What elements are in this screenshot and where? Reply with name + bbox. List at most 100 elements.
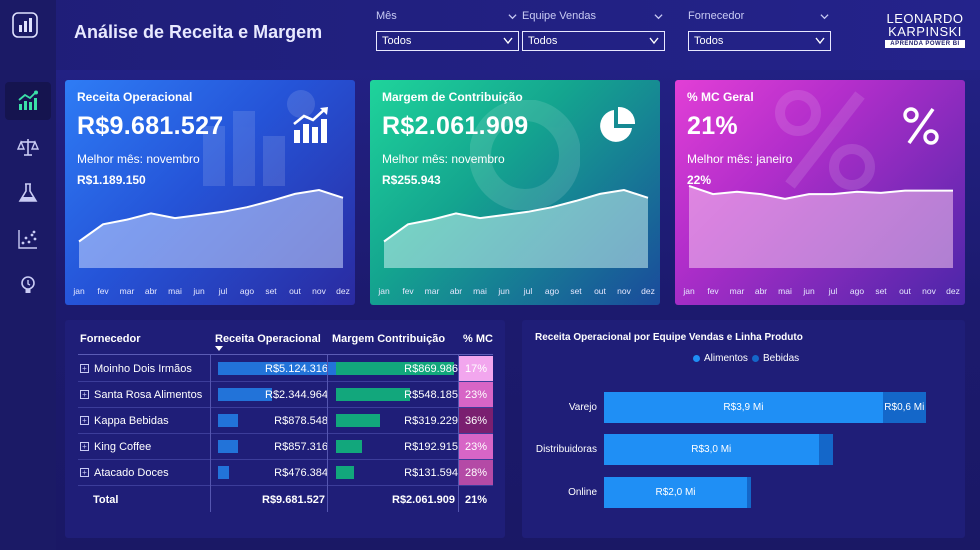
sidebar-item-balance[interactable] [5, 128, 51, 166]
legend-item-bebidas[interactable]: Bebidas [752, 353, 799, 364]
pct-cell: 17% [459, 356, 493, 381]
table-header-margem[interactable]: Margem Contribuição [332, 333, 446, 345]
supplier-name: Santa Rosa Alimentos [94, 389, 203, 401]
kpi-best-value: R$1.189.150 [77, 173, 146, 187]
brand-line1: LEONARDO [886, 11, 964, 26]
month-tick-label: dez [336, 286, 350, 296]
expand-icon[interactable]: + [80, 364, 89, 373]
filter-label: Mês [376, 10, 397, 22]
expand-icon[interactable]: + [80, 442, 89, 451]
receita-value: R$2.344.964 [265, 389, 328, 401]
sort-desc-icon[interactable] [215, 346, 223, 351]
filter-value: Todos [528, 35, 558, 47]
chevron-down-icon[interactable] [654, 12, 663, 21]
sidebar-item-scatter[interactable] [5, 220, 51, 258]
sidebar-item-insights[interactable] [5, 266, 51, 304]
kpi-title: Receita Operacional [77, 90, 193, 104]
kpi-value: R$9.681.527 [77, 112, 224, 140]
month-tick-label: nov [312, 286, 326, 296]
table-row[interactable]: + Atacado Doces R$476.384 R$131.594 28% [78, 460, 493, 486]
receita-bar [218, 466, 229, 479]
powerbi-logo-icon [12, 12, 38, 38]
expand-icon[interactable]: + [80, 416, 89, 425]
kpi-value: R$2.061.909 [382, 112, 529, 140]
sparkline-area [384, 190, 648, 268]
month-tick-label: out [289, 286, 301, 296]
month-tick-label: abr [755, 286, 767, 296]
chevron-down-icon[interactable] [508, 12, 517, 21]
month-tick-label: fev [97, 286, 109, 296]
legend-dot [752, 355, 759, 362]
col-divider [458, 355, 459, 512]
header-bar [0, 0, 980, 70]
y-category-label: Online [568, 487, 597, 498]
scatter-icon [18, 230, 37, 249]
margem-value: R$319.229 [404, 415, 458, 427]
table-row[interactable]: + Moinho Dois Irmãos R$5.124.316 R$869.9… [78, 356, 493, 382]
margem-bar [336, 362, 454, 375]
bar-bebidas[interactable]: R$0,6 Mi [882, 392, 926, 423]
pct-cell: 36% [459, 408, 493, 433]
margem-bar [336, 414, 380, 427]
supplier-name: Moinho Dois Irmãos [94, 363, 192, 375]
table-row[interactable]: + Kappa Bebidas R$878.548 R$319.229 36% [78, 408, 493, 434]
month-tick-label: fev [707, 286, 719, 296]
lightbulb-icon [21, 276, 35, 293]
margem-value: R$131.594 [404, 467, 458, 479]
sparkline-line [383, 188, 649, 243]
receita-value: R$476.384 [274, 467, 328, 479]
pie-chart-icon [600, 106, 636, 142]
month-tick-label: set [570, 286, 582, 296]
sidebar-item-lab[interactable] [5, 174, 51, 212]
bar-bebidas[interactable] [818, 434, 833, 465]
legend-item-alimentos[interactable]: Alimentos [693, 353, 748, 364]
kpi-best-label: Melhor mês: janeiro [687, 152, 793, 166]
filter-mes: Mês Todos [376, 10, 519, 51]
bar-alimentos[interactable]: R$3,0 Mi [604, 434, 819, 465]
total-margem: R$2.061.909 [392, 494, 455, 506]
kpi-card-receita[interactable]: jan fev mar abr mai jun jul ago set out nov dez Rec… [65, 80, 355, 305]
chevron-down-icon [649, 37, 659, 45]
month-tick-label: mar [120, 286, 135, 296]
month-tick-label: ago [545, 286, 559, 296]
scale-icon [17, 139, 39, 156]
month-tick-label: abr [145, 286, 157, 296]
margem-bar [336, 388, 410, 401]
percent-icon [903, 107, 939, 145]
kpi-best-value: R$255.943 [382, 173, 441, 187]
chevron-down-icon[interactable] [820, 12, 829, 21]
sparkline-line [78, 188, 344, 243]
table-header-receita[interactable]: Receita Operacional [215, 333, 321, 345]
table-row[interactable]: + Santa Rosa Alimentos R$2.344.964 R$548… [78, 382, 493, 408]
bar-bebidas[interactable] [747, 477, 751, 508]
filter-dropdown[interactable]: Todos [376, 31, 519, 51]
brand-line2: KARPINSKI [888, 24, 962, 39]
filter-dropdown[interactable]: Todos [522, 31, 665, 51]
ghost-chart-icon [203, 90, 315, 186]
table-header-fornecedor[interactable]: Fornecedor [80, 333, 141, 345]
margem-bar [336, 466, 354, 479]
bar-alimentos[interactable]: R$2,0 Mi [604, 477, 747, 508]
supplier-table: Fornecedor Receita Operacional Margem Co… [65, 320, 505, 538]
legend-label: Bebidas [763, 353, 800, 364]
kpi-best-value: 22% [687, 173, 712, 187]
sparkline-receita: jan fev mar abr mai jun jul ago set out nov dez [72, 188, 350, 296]
sidebar-item-receita[interactable] [5, 82, 51, 120]
kpi-card-mc[interactable]: jan fev mar abr mai jun jul ago set out nov dez % M… [675, 80, 965, 305]
table-header-pct[interactable]: % MC [463, 333, 493, 345]
expand-icon[interactable]: + [80, 390, 89, 399]
filter-dropdown[interactable]: Todos [688, 31, 831, 51]
month-tick-label: jul [218, 286, 228, 296]
pct-cell: 23% [459, 382, 493, 407]
supplier-name: King Coffee [94, 441, 152, 453]
y-category-label: Varejo [568, 402, 597, 413]
filter-fornecedor: Fornecedor Todos [688, 10, 831, 51]
col-divider [210, 355, 211, 512]
month-tick-label: abr [450, 286, 462, 296]
bar-alimentos[interactable]: R$3,9 Mi [604, 392, 883, 423]
margem-bar [336, 440, 362, 453]
kpi-card-margem[interactable]: jan fev mar abr mai jun jul ago set out nov dez Mar… [370, 80, 660, 305]
flask-icon [18, 183, 38, 202]
expand-icon[interactable]: + [80, 468, 89, 477]
table-row[interactable]: + King Coffee R$857.316 R$192.915 23% [78, 434, 493, 460]
